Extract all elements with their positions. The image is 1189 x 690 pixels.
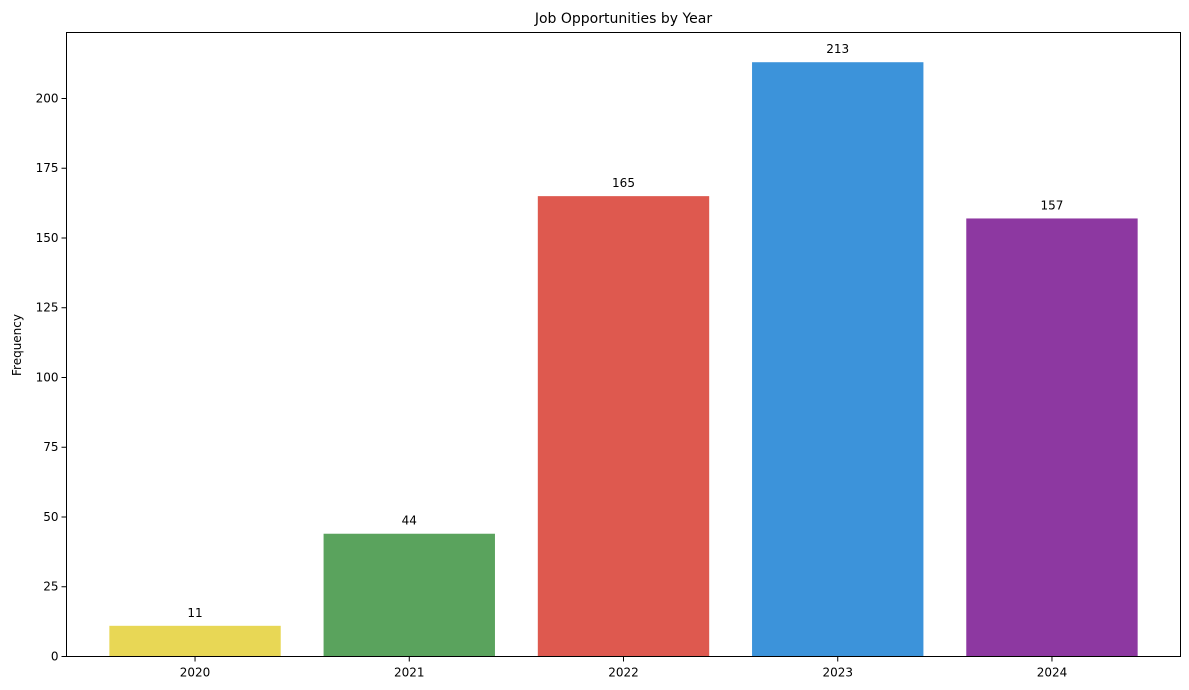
bar-value-label: 11 <box>187 606 202 620</box>
y-axis-ticks: 0 25 50 75 100 125 150 175 200 <box>36 91 67 664</box>
bar-2021 <box>323 533 495 657</box>
y-tick-label: 0 <box>51 650 59 664</box>
bar-2023 <box>752 62 924 657</box>
x-tick-label: 2021 <box>394 666 425 680</box>
bar-value-label: 165 <box>612 176 635 190</box>
y-tick-label: 25 <box>43 580 58 594</box>
y-tick-label: 75 <box>43 440 58 454</box>
bar-2022 <box>537 196 710 657</box>
y-tick-label: 200 <box>36 91 59 105</box>
y-tick-label: 150 <box>36 231 59 245</box>
x-tick-label: 2022 <box>608 666 639 680</box>
x-tick-label: 2024 <box>1037 666 1068 680</box>
bar-value-label: 157 <box>1041 198 1064 212</box>
x-tick-label: 2020 <box>180 666 211 680</box>
bar-data-labels: 11 44 165 213 157 <box>187 42 1063 620</box>
bar-2020 <box>109 625 281 657</box>
y-tick-label: 175 <box>36 161 59 175</box>
y-tick-label: 125 <box>36 301 59 315</box>
chart-title: Job Opportunities by Year <box>534 11 713 27</box>
plot-area-frame <box>66 32 1181 657</box>
x-tick-label: 2023 <box>822 666 853 680</box>
bar-2024 <box>966 218 1138 657</box>
bar-value-label: 44 <box>402 514 417 528</box>
bar-value-label: 213 <box>826 42 849 56</box>
bar-series <box>109 62 1138 657</box>
x-axis-ticks: 2020 2021 2022 2023 2024 <box>180 656 1068 680</box>
y-tick-label: 50 <box>43 510 58 524</box>
y-tick-label: 100 <box>36 370 59 384</box>
y-axis-label: Frequency <box>10 314 24 376</box>
